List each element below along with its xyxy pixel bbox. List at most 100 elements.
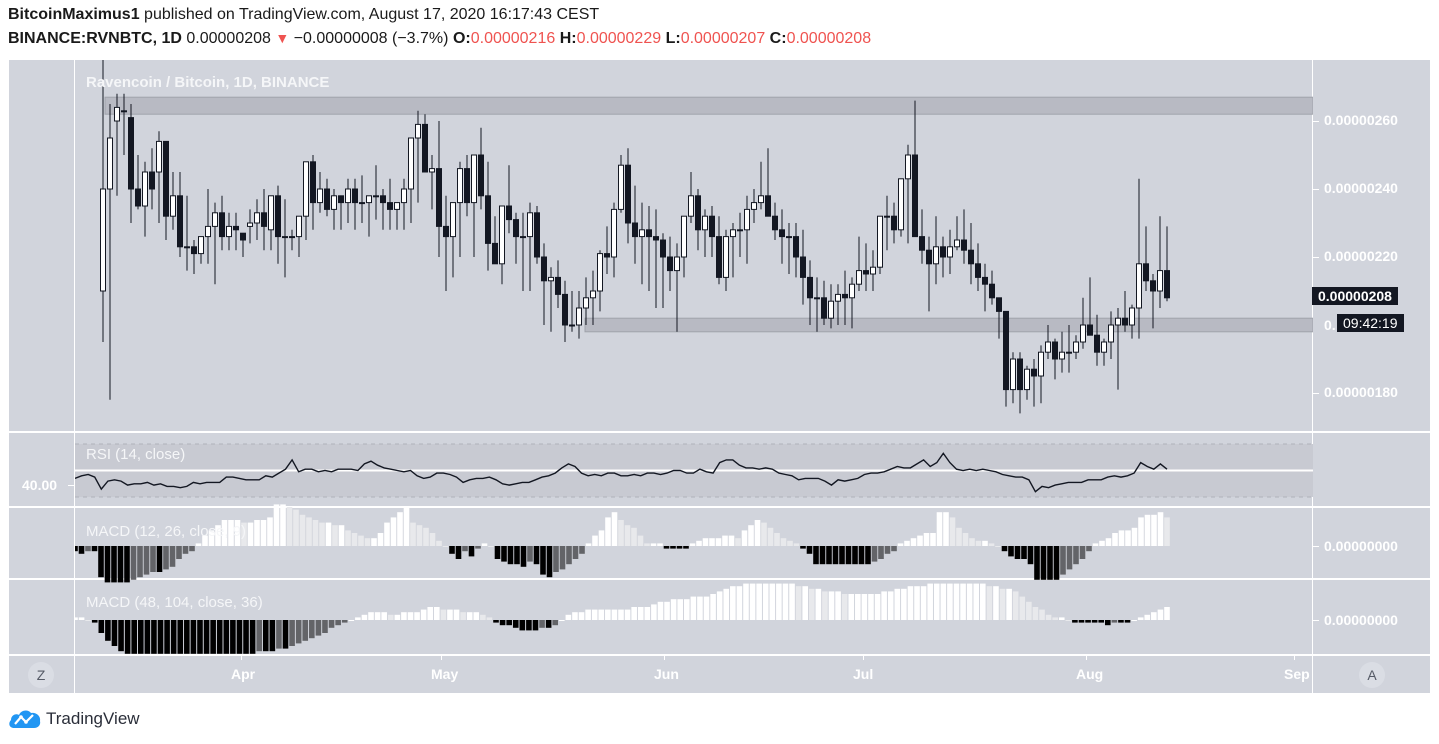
candle-down xyxy=(492,242,498,265)
macd1-bar xyxy=(891,546,897,552)
candle-up xyxy=(814,297,820,300)
pane-divider-rsi[interactable] xyxy=(9,431,1430,433)
macd2-bar xyxy=(440,609,447,620)
macd1-bar xyxy=(735,538,741,546)
candle-up xyxy=(583,297,589,309)
macd2-bar xyxy=(802,586,808,620)
chart-area[interactable]: Ravencoin / Bitcoin, 1D, BINANCE RSI (14… xyxy=(9,60,1430,693)
macd1-bar xyxy=(202,535,208,546)
macd1-bar xyxy=(1092,543,1099,546)
pane-divider-macd2[interactable] xyxy=(9,578,1430,580)
macd1-bar xyxy=(481,543,488,546)
macd1-bar xyxy=(351,533,358,546)
tradingview-logo[interactable]: TradingView xyxy=(8,708,140,730)
candle-up xyxy=(520,236,526,239)
macd1-bar xyxy=(904,540,910,546)
candle-down xyxy=(128,117,134,190)
macd1-bar xyxy=(195,543,202,546)
symbol-info-bar: BINANCE:RVNBTC, 1D 0.00000208 ▼ −0.00000… xyxy=(8,30,871,48)
candle-up xyxy=(1136,263,1142,309)
macd2-bar xyxy=(637,607,644,620)
candle-down xyxy=(863,270,869,275)
macd2-bar xyxy=(85,620,91,621)
candle-down xyxy=(996,297,1002,312)
candle-down xyxy=(975,263,981,278)
macd1-bar xyxy=(111,546,117,583)
macd2-bar xyxy=(743,583,749,620)
macd1-bar xyxy=(826,546,832,565)
macd2-bar xyxy=(289,620,295,646)
candle-down xyxy=(660,239,666,258)
macd2-bar xyxy=(1104,620,1111,626)
candle-up xyxy=(877,215,883,268)
macd1-bar xyxy=(1125,530,1131,546)
macd2-bar xyxy=(381,612,387,620)
macd2-bar xyxy=(387,614,394,620)
candle-up xyxy=(457,168,463,204)
candle-down xyxy=(625,164,631,224)
macd2-bar xyxy=(822,591,828,620)
macd2-bar xyxy=(295,620,302,644)
macd1-bar xyxy=(1040,546,1047,580)
macd2-bar xyxy=(545,620,552,628)
macd1-bar xyxy=(910,538,917,546)
macd1-bar xyxy=(969,538,975,546)
zoom-reset-button[interactable]: Z xyxy=(28,662,54,688)
macd1-bar xyxy=(1157,512,1164,546)
candle-down xyxy=(1052,341,1058,360)
candle-up xyxy=(289,236,295,239)
resistance-zone xyxy=(104,96,1313,115)
auto-scale-button[interactable]: A xyxy=(1359,662,1385,688)
price-axis[interactable]: 0.00000260 0.00000240 0.00000220 0.00000180 xyxy=(1313,60,1430,431)
candle-up xyxy=(751,202,757,210)
macd2-bar xyxy=(335,620,341,626)
macd2-bar xyxy=(1019,596,1026,620)
candle-up xyxy=(415,123,421,139)
macd2-bar xyxy=(683,599,690,620)
candle-down xyxy=(562,293,568,326)
macd2-bar xyxy=(394,614,401,620)
macd2-bar xyxy=(578,612,585,620)
time-axis[interactable]: Apr May Jun Jul Aug Sep xyxy=(75,655,1312,693)
macd1-pane-title: MACD (12, 26, close, 9) xyxy=(86,523,247,540)
macd1-bar xyxy=(1105,538,1112,546)
macd1-bar xyxy=(436,540,442,546)
candle-up xyxy=(1101,341,1107,353)
macd2-bar xyxy=(414,612,420,620)
candle-up xyxy=(1115,317,1121,326)
rsi-pane-title: RSI (14, close) xyxy=(86,446,186,463)
macd2-bar xyxy=(124,620,131,654)
macd2-bar xyxy=(1111,620,1118,623)
macd1-bar xyxy=(663,546,670,549)
macd1-bar xyxy=(247,522,254,546)
macd2-bar xyxy=(795,586,802,620)
macd2-bar xyxy=(966,583,973,620)
high-value: 0.00000229 xyxy=(576,30,662,47)
macd1-bar xyxy=(1073,546,1079,565)
pane-divider-macd1[interactable] xyxy=(9,506,1430,508)
macd2-pane-title: MACD (48, 104, close, 36) xyxy=(86,594,263,611)
macd2-bar xyxy=(407,612,414,620)
candle-up xyxy=(688,195,694,217)
macd2-bar xyxy=(999,588,1006,620)
candle-down xyxy=(219,212,225,238)
macd1-bar xyxy=(871,546,878,562)
macd1-bar xyxy=(702,538,709,546)
candle-up xyxy=(205,225,211,238)
candle-down xyxy=(1003,310,1009,391)
macd2-bar xyxy=(1052,617,1058,620)
candle-up xyxy=(1073,341,1079,353)
macd1-bar xyxy=(1053,546,1060,580)
macd2-bar xyxy=(1144,614,1151,620)
macd2-bar xyxy=(670,599,677,620)
plot-canvas[interactable] xyxy=(75,60,1313,654)
macd1-bar xyxy=(1014,546,1021,559)
macd1-bar xyxy=(657,543,663,546)
macd2-bar xyxy=(420,609,427,620)
macd2-bar xyxy=(164,620,170,654)
macd1-bar xyxy=(306,517,312,546)
macd2-bar xyxy=(697,596,703,620)
publisher-name[interactable]: BitcoinMaximus1 xyxy=(8,6,140,23)
macd1-bar xyxy=(286,507,293,546)
macd2-bar xyxy=(756,583,762,620)
